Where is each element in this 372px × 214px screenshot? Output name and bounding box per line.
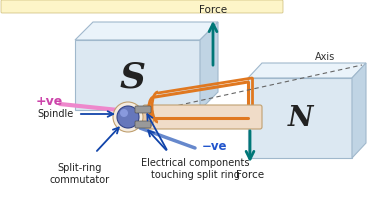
Text: Split-ring
commutator: Split-ring commutator [50, 163, 110, 185]
Text: Spindle: Spindle [38, 109, 74, 119]
Ellipse shape [117, 106, 139, 128]
FancyBboxPatch shape [1, 0, 283, 13]
Ellipse shape [113, 102, 143, 132]
Ellipse shape [140, 106, 154, 128]
Text: Force: Force [236, 170, 264, 180]
Ellipse shape [120, 109, 128, 117]
FancyBboxPatch shape [143, 105, 262, 129]
Polygon shape [352, 63, 366, 158]
FancyBboxPatch shape [135, 106, 151, 113]
Text: Force: Force [199, 5, 227, 15]
Text: Electrical components
touching split ring: Electrical components touching split rin… [141, 158, 249, 180]
Text: Axis: Axis [315, 52, 335, 62]
Polygon shape [248, 78, 352, 158]
Text: +ve: +ve [36, 95, 63, 107]
Polygon shape [75, 40, 200, 110]
Polygon shape [75, 22, 218, 40]
Text: −ve: −ve [202, 140, 228, 153]
Polygon shape [200, 22, 218, 110]
FancyBboxPatch shape [135, 121, 151, 128]
Text: N: N [287, 104, 313, 131]
Polygon shape [248, 63, 366, 78]
Text: S: S [120, 60, 146, 94]
